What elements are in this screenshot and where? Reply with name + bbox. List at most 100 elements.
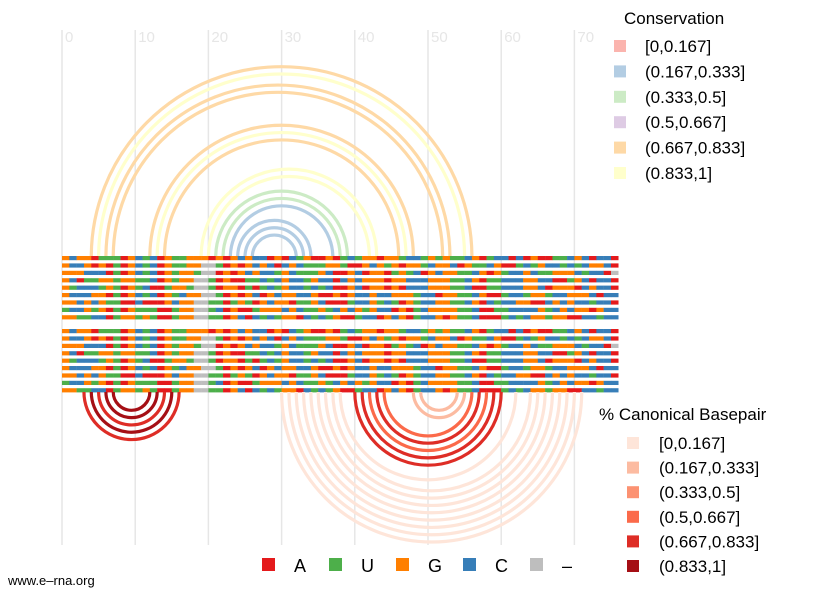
nucleotide-cell: [201, 336, 209, 341]
nucleotide-cell: [376, 285, 385, 290]
nucleotide-cell: [406, 263, 414, 268]
nucleotide-cell: [149, 300, 158, 305]
nucleotide-cell: [149, 351, 158, 356]
nucleotide-cell: [91, 358, 99, 363]
nucleotide-cell: [62, 315, 70, 320]
nucleotide-cell: [574, 293, 582, 298]
nucleotide-cell: [164, 263, 172, 268]
nucleotide-cell: [215, 373, 224, 378]
nucleotide-cell: [457, 366, 465, 371]
nucleotide-cell: [76, 380, 85, 385]
nucleotide-cell: [332, 329, 341, 334]
nucleotide-cell: [259, 293, 268, 298]
nucleotide-cell: [428, 256, 436, 261]
nucleotide-cell: [479, 285, 487, 290]
nucleotide-cell: [237, 300, 246, 305]
nucleotide-cell: [252, 285, 260, 290]
canonical-basepair-legend: % Canonical Basepair [0,0.167] (0.167,0.33…: [599, 405, 767, 576]
nucleotide-cell: [135, 373, 143, 378]
nucleotide-cell: [318, 315, 326, 320]
nucleotide-cell: [318, 256, 326, 261]
nucleotide-cell: [296, 270, 304, 275]
nucleotide-cell: [245, 270, 253, 275]
nucleotide-cell: [354, 388, 363, 393]
nucleotide-cell: [420, 373, 429, 378]
nucleotide-cell: [369, 380, 377, 385]
nucleotide-cell: [493, 285, 502, 290]
nucleotide-cell: [596, 293, 604, 298]
nucleotide-cell: [354, 343, 363, 348]
nucleotide-cell: [347, 270, 355, 275]
nucleotide-cell: [332, 256, 341, 261]
nucleotide-cell: [559, 373, 568, 378]
nucleotide-cell: [252, 256, 260, 261]
nucleotide-cell: [127, 285, 136, 290]
nucleotide-cell: [574, 300, 582, 305]
nucleotide-cell: [515, 366, 524, 371]
nucleotide-cell: [501, 329, 509, 334]
nucleotide-cell: [428, 293, 436, 298]
nucleotide-cell: [105, 388, 114, 393]
nucleotide-cell: [288, 300, 297, 305]
nucleotide-cell: [208, 300, 216, 305]
nucleotide-cell: [186, 263, 194, 268]
nucleotide-cell: [274, 373, 282, 378]
nucleotide-cell: [589, 285, 597, 290]
nucleotide-cell: [120, 315, 129, 320]
nucleotide-cell: [581, 278, 590, 283]
nucleotide-cell: [435, 351, 443, 356]
nucleotide-cell: [442, 329, 451, 334]
nucleotide-cell: [508, 380, 517, 385]
nucleotide-cell: [171, 278, 180, 283]
nucleotide-cell: [62, 293, 70, 298]
bottom-arc: [301, 391, 562, 522]
nucleotide-cell: [237, 336, 246, 341]
nucleotide-cell: [545, 373, 553, 378]
nucleotide-cell: [428, 285, 436, 290]
bottom-arc: [367, 391, 489, 453]
nucleotide-cell: [318, 343, 326, 348]
nucleotide-cell: [332, 366, 341, 371]
nucleotide-cell: [449, 263, 458, 268]
nucleotide-cell: [537, 329, 546, 334]
nucleotide-cell: [215, 329, 224, 334]
nucleotide-cell: [545, 336, 553, 341]
nucleotide-cell: [545, 366, 553, 371]
nucleotide-cell: [142, 263, 151, 268]
nucleotide-cell: [62, 373, 70, 378]
nucleotide-cell: [215, 343, 224, 348]
nucleotide-cell: [303, 373, 312, 378]
nucleotide-cell: [98, 373, 107, 378]
nucleotide-cell: [186, 351, 194, 356]
tick-label: 70: [577, 29, 594, 46]
nucleotide-cell: [98, 343, 107, 348]
nucleotide-cell: [157, 351, 165, 356]
nucleotide-cell: [471, 380, 480, 385]
nucleotide-cell: [449, 366, 458, 371]
nucleotide-cell: [215, 351, 224, 356]
nucleotide-cell: [98, 329, 107, 334]
nucleotide-cell: [589, 263, 597, 268]
nucleotide-cell: [545, 285, 553, 290]
nucleotide-cell: [354, 263, 363, 268]
nucleotide-cell: [245, 336, 253, 341]
nucleotide-cell: [464, 336, 473, 341]
nucleotide-cell: [193, 307, 202, 312]
nucleotide-cell: [340, 285, 348, 290]
nucleotide-cell: [354, 278, 363, 283]
nucleotide-cell: [310, 307, 319, 312]
nucleotide-cell: [457, 270, 465, 275]
nucleotide-cell: [113, 315, 121, 320]
nucleotide-cell: [362, 329, 370, 334]
nucleotide-cell: [603, 388, 612, 393]
nucleotide-cell: [164, 256, 172, 261]
nucleotide-cell: [98, 315, 107, 320]
nucleotide-cell: [252, 278, 260, 283]
nucleotide-cell: [83, 293, 92, 298]
nucleotide-cell: [354, 336, 363, 341]
nucleotide-cell: [420, 343, 429, 348]
nucleotide-cell: [369, 307, 377, 312]
nucleotide-cell: [508, 336, 517, 341]
nucleotide-cell: [369, 358, 377, 363]
nucleotide-cell: [105, 358, 114, 363]
